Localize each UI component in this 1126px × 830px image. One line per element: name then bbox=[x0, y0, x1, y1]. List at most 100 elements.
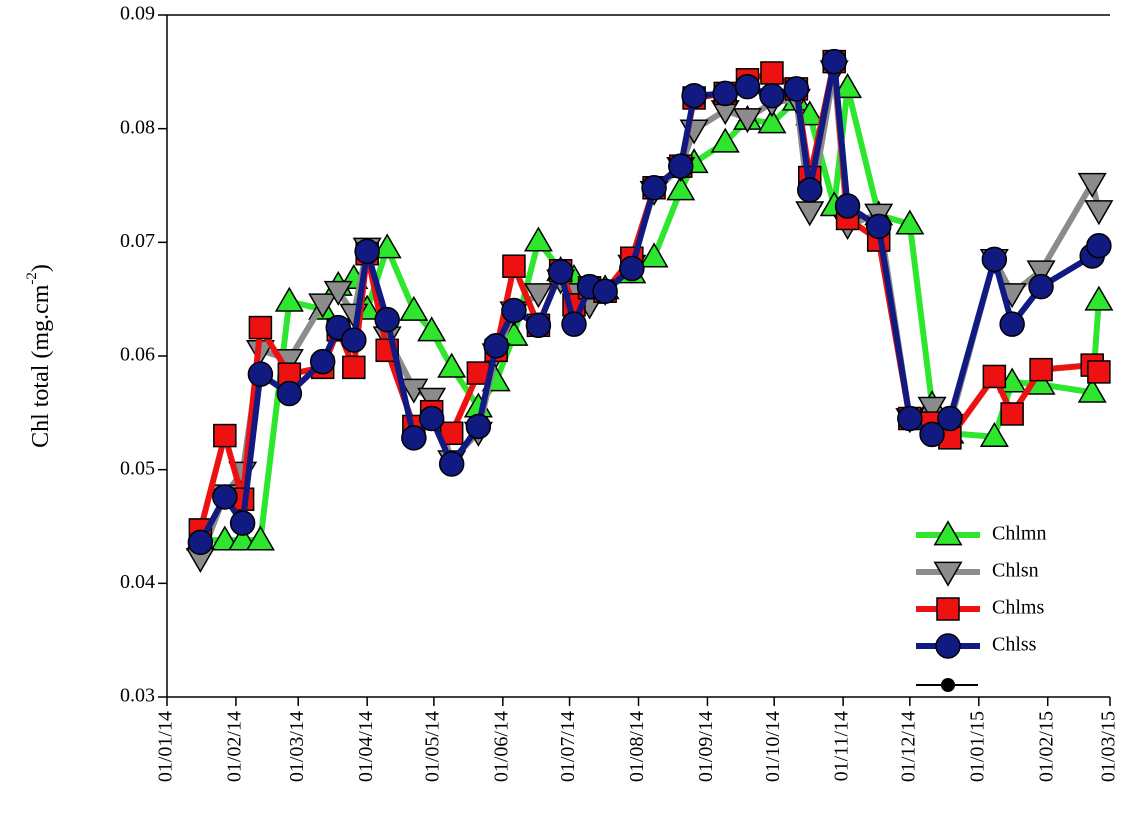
marker bbox=[372, 233, 402, 259]
x-tick-label: 01/07/14 bbox=[557, 711, 579, 782]
legend-marker bbox=[933, 561, 963, 587]
marker bbox=[710, 127, 740, 153]
legend-marker bbox=[941, 678, 955, 692]
series bbox=[187, 48, 1112, 556]
y-label-superscript: -2 bbox=[24, 272, 40, 285]
marker bbox=[212, 484, 238, 510]
marker bbox=[248, 315, 273, 340]
marker bbox=[1077, 172, 1107, 198]
marker bbox=[210, 525, 240, 551]
marker bbox=[523, 283, 553, 309]
x-tick-label: 01/11/14 bbox=[831, 711, 853, 781]
marker bbox=[1087, 360, 1111, 384]
marker bbox=[561, 311, 587, 337]
legend-label: Chlms bbox=[992, 597, 1044, 619]
marker bbox=[1000, 402, 1024, 426]
marker bbox=[417, 316, 447, 342]
y-axis-label: Chl total (mg.cm-2) bbox=[24, 264, 53, 448]
x-tick-label: 01/05/14 bbox=[421, 711, 443, 782]
marker bbox=[308, 293, 338, 319]
marker bbox=[418, 405, 445, 432]
marker bbox=[309, 348, 336, 375]
marker bbox=[547, 259, 574, 285]
y-tick-label: 0.08 bbox=[120, 116, 155, 138]
x-tick-label: 01/03/14 bbox=[286, 711, 308, 782]
marker bbox=[1086, 232, 1112, 259]
marker bbox=[276, 380, 303, 407]
marker bbox=[247, 361, 274, 387]
marker bbox=[821, 48, 847, 75]
series-line bbox=[197, 58, 1102, 544]
x-tick-label: 01/10/14 bbox=[762, 711, 784, 782]
marker bbox=[228, 525, 258, 551]
marker bbox=[897, 405, 923, 432]
legend-label: Chlss bbox=[992, 634, 1037, 656]
legend-marker bbox=[935, 633, 961, 659]
marker bbox=[374, 306, 400, 333]
marker bbox=[757, 108, 787, 134]
legend-label: Chlmn bbox=[992, 523, 1046, 545]
x-tick-label: 01/12/14 bbox=[897, 711, 919, 782]
legend-marker bbox=[936, 597, 960, 621]
marker bbox=[1028, 273, 1054, 300]
marker bbox=[734, 73, 761, 100]
y-tick-label: 0.09 bbox=[120, 3, 155, 25]
marker bbox=[759, 82, 785, 109]
marker bbox=[895, 209, 925, 235]
marker bbox=[341, 327, 367, 353]
series-line bbox=[197, 67, 1102, 560]
marker bbox=[187, 529, 214, 556]
x-tick-label: 01/02/14 bbox=[224, 711, 246, 782]
marker bbox=[501, 297, 527, 324]
marker bbox=[1084, 200, 1114, 226]
x-tick-label: 01/09/14 bbox=[695, 711, 717, 782]
marker bbox=[666, 175, 696, 201]
x-tick-label: 01/08/14 bbox=[626, 711, 648, 782]
x-tick-label: 01/03/15 bbox=[1098, 711, 1120, 782]
marker bbox=[342, 355, 366, 380]
marker bbox=[795, 201, 825, 227]
marker bbox=[833, 73, 863, 99]
marker bbox=[865, 213, 892, 240]
legend-extra bbox=[916, 678, 978, 692]
marker bbox=[417, 387, 447, 413]
x-tick-label: 01/04/14 bbox=[355, 711, 377, 782]
marker bbox=[619, 255, 645, 282]
marker bbox=[245, 525, 275, 551]
marker bbox=[523, 226, 553, 252]
marker bbox=[639, 242, 669, 268]
marker bbox=[592, 278, 618, 304]
marker bbox=[1029, 357, 1053, 382]
marker bbox=[917, 396, 947, 422]
marker bbox=[323, 280, 353, 306]
x-tick-label: 01/06/14 bbox=[490, 711, 512, 782]
marker bbox=[437, 352, 467, 378]
marker bbox=[797, 177, 823, 203]
legend: Chlmn Chlsn Chlms Chlss bbox=[916, 520, 1046, 659]
marker bbox=[982, 364, 1007, 389]
marker bbox=[438, 451, 465, 477]
marker bbox=[668, 153, 694, 179]
marker bbox=[979, 422, 1009, 448]
y-tick-label: 0.03 bbox=[120, 685, 155, 707]
marker bbox=[681, 82, 707, 109]
y-tick-label: 0.05 bbox=[120, 457, 155, 479]
marker bbox=[834, 193, 861, 219]
y-tick-label: 0.07 bbox=[120, 230, 155, 252]
marker bbox=[465, 413, 492, 440]
y-tick-label: 0.04 bbox=[120, 571, 155, 593]
marker bbox=[213, 423, 237, 448]
marker bbox=[525, 312, 552, 339]
marker bbox=[354, 238, 380, 265]
marker bbox=[981, 246, 1008, 273]
series-line bbox=[200, 84, 1102, 544]
marker bbox=[919, 421, 945, 448]
marker bbox=[732, 108, 762, 134]
marker bbox=[783, 76, 810, 102]
marker bbox=[1084, 285, 1114, 311]
y-tick-label: 0.06 bbox=[120, 344, 155, 366]
marker bbox=[502, 254, 526, 278]
marker bbox=[229, 510, 256, 536]
marker bbox=[641, 175, 667, 201]
